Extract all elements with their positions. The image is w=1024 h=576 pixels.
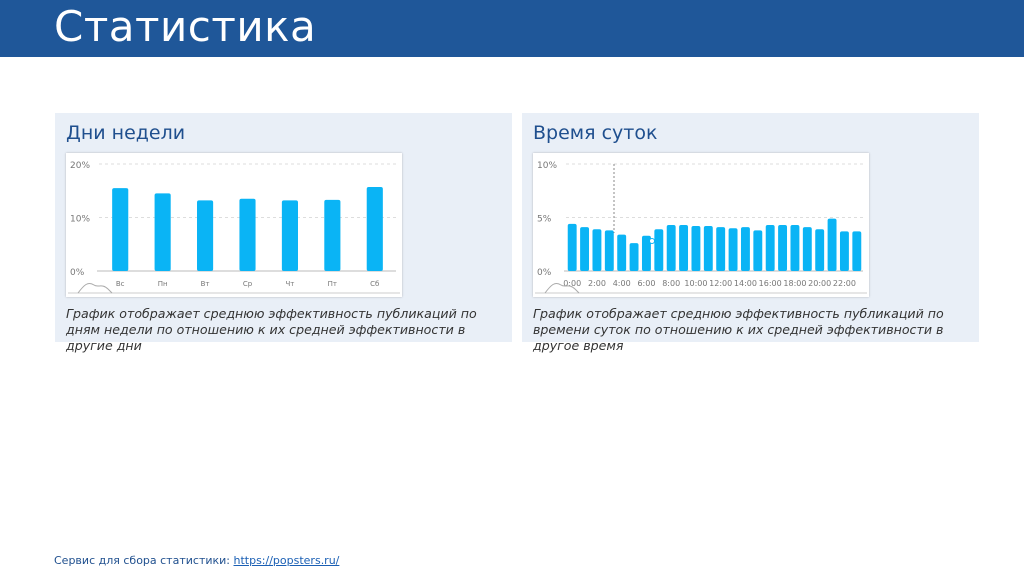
footer-text: Сервис для сбора статистики: bbox=[54, 554, 234, 567]
bar bbox=[852, 231, 862, 271]
bar bbox=[740, 227, 750, 271]
bar bbox=[617, 234, 627, 271]
x-tick-label: 12:00 bbox=[709, 279, 732, 288]
bar bbox=[839, 231, 849, 271]
weekday-panel: Дни недели 0% 10% 20% Вс Пн Вт Ср Чт Пт Сб График… bbox=[55, 113, 512, 353]
x-tick-label: 0:00 bbox=[563, 279, 581, 288]
bar bbox=[753, 230, 763, 271]
hover-marker bbox=[649, 238, 655, 244]
bar bbox=[641, 235, 651, 271]
bar bbox=[366, 187, 383, 271]
bar bbox=[790, 224, 800, 271]
bar bbox=[778, 224, 788, 271]
weekday-panel-title: Дни недели bbox=[66, 122, 186, 144]
bar bbox=[827, 218, 837, 271]
x-tick-label: 6:00 bbox=[637, 279, 655, 288]
bar bbox=[716, 227, 726, 271]
bar bbox=[765, 224, 775, 271]
page-title: Статистика bbox=[54, 2, 317, 51]
y-tick-label: 10% bbox=[537, 161, 557, 171]
time-of-day-chart-svg: 0% 5% 10% 0:00 2:00 4:00 6:00 8:00 10:00 12:00 14:… bbox=[535, 161, 867, 294]
x-tick-label: 4:00 bbox=[613, 279, 631, 288]
bar bbox=[679, 224, 689, 271]
bar bbox=[154, 193, 171, 271]
x-tick-label: Пн bbox=[158, 280, 168, 288]
x-tick-label: 10:00 bbox=[684, 279, 707, 288]
bar bbox=[815, 229, 825, 271]
bar bbox=[728, 228, 738, 271]
weekday-chart-svg: 0% 10% 20% Вс Пн Вт Ср Чт Пт Сб bbox=[68, 161, 400, 294]
x-tick-label: Сб bbox=[370, 280, 379, 288]
navigator-sparkline bbox=[77, 282, 113, 294]
y-tick-label: 20% bbox=[70, 161, 90, 171]
bar bbox=[654, 229, 664, 271]
y-tick-label: 0% bbox=[70, 268, 85, 278]
weekday-description: График отображает среднюю эффективность … bbox=[66, 306, 477, 353]
bar bbox=[691, 226, 701, 271]
x-tick-label: Пт bbox=[328, 280, 337, 288]
x-tick-label: Ср bbox=[243, 280, 253, 288]
bar bbox=[239, 198, 256, 271]
x-tick-label: 20:00 bbox=[808, 279, 831, 288]
time-of-day-description: График отображает среднюю эффективность … bbox=[533, 306, 944, 353]
bar bbox=[567, 223, 577, 271]
x-tick-label: Вс bbox=[116, 280, 125, 288]
bar bbox=[604, 230, 614, 271]
header-bar: Статистика bbox=[0, 0, 1024, 57]
y-tick-label: 10% bbox=[70, 215, 90, 225]
popsters-link[interactable]: https://popsters.ru/ bbox=[233, 554, 340, 567]
time-of-day-panel-title: Время суток bbox=[533, 122, 658, 144]
x-tick-label: 8:00 bbox=[662, 279, 680, 288]
bar bbox=[281, 200, 298, 271]
time-of-day-chart: 0% 5% 10% 0:00 2:00 4:00 6:00 8:00 10:00 12:00 14:… bbox=[533, 153, 869, 297]
x-tick-label: 16:00 bbox=[759, 279, 782, 288]
bar bbox=[592, 229, 602, 271]
bar bbox=[580, 227, 590, 271]
y-tick-label: 5% bbox=[537, 215, 552, 225]
bar bbox=[629, 243, 639, 271]
footer: Сервис для сбора статистики: https://pop… bbox=[54, 554, 339, 567]
time-of-day-panel: Время суток 0% 5% 10% 0:00 2:00 4:00 6:00 8:00 1… bbox=[522, 113, 979, 353]
x-tick-label: Чт bbox=[285, 280, 294, 288]
x-tick-label: 14:00 bbox=[734, 279, 757, 288]
navigator-sparkline bbox=[544, 282, 580, 294]
x-tick-label: 2:00 bbox=[588, 279, 606, 288]
x-tick-label: Вт bbox=[201, 280, 210, 288]
bar bbox=[666, 224, 676, 271]
x-tick-label: 18:00 bbox=[783, 279, 806, 288]
bar bbox=[703, 226, 713, 271]
bar bbox=[112, 188, 129, 271]
x-tick-label: 22:00 bbox=[833, 279, 856, 288]
bar bbox=[324, 199, 341, 271]
bar bbox=[802, 227, 812, 271]
y-tick-label: 0% bbox=[537, 268, 552, 278]
bar bbox=[197, 200, 214, 271]
weekday-chart: 0% 10% 20% Вс Пн Вт Ср Чт Пт Сб bbox=[66, 153, 402, 297]
